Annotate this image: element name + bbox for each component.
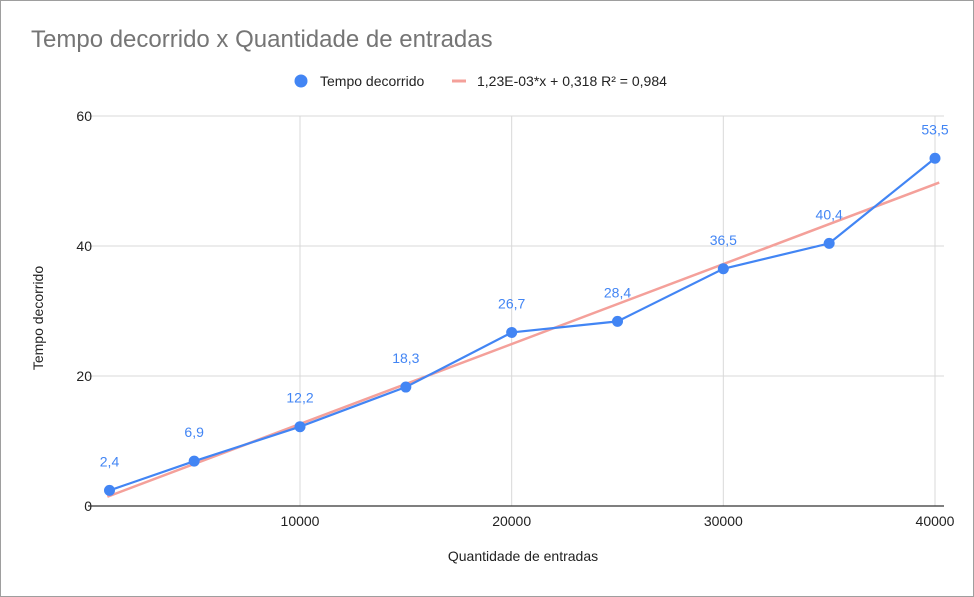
data-point: [823, 237, 835, 249]
data-label: 12,2: [286, 390, 313, 406]
legend: Tempo decorrido 1,23E-03*x + 0,318 R² = …: [294, 73, 667, 89]
x-axis-label: Quantidade de entradas: [448, 548, 598, 564]
x-tick-label: 40000: [916, 513, 955, 529]
y-tick-label: 20: [76, 368, 92, 384]
data-point: [717, 263, 729, 275]
grid-lines: [88, 115, 944, 506]
data-label: 26,7: [498, 295, 525, 311]
data-point: [612, 315, 623, 327]
data-labels: 2,4 6,9 12,2 18,3 26,7 28,4 36,5 40,4 53,5: [100, 121, 949, 469]
y-axis-label: Tempo decorrido: [30, 266, 46, 370]
data-label: 2,4: [100, 453, 120, 469]
y-tick-label: 60: [76, 108, 92, 124]
x-tick-label: 10000: [281, 513, 320, 529]
series-line: [109, 157, 936, 492]
x-tick-label: 30000: [704, 513, 743, 529]
data-point: [188, 455, 200, 467]
data-label: 53,5: [921, 121, 948, 137]
data-point: [929, 152, 941, 164]
x-tick-label: 20000: [492, 513, 531, 529]
data-label: 28,4: [604, 284, 631, 300]
y-tick-label: 40: [76, 238, 92, 254]
legend-marker-series: [294, 74, 308, 88]
data-point: [294, 421, 306, 433]
data-label: 40,4: [816, 206, 843, 222]
data-point: [506, 326, 518, 338]
data-point: [400, 381, 412, 393]
series-group: [104, 152, 941, 496]
legend-label-series: Tempo decorrido: [320, 73, 424, 89]
data-point: [104, 484, 115, 496]
data-label: 6,9: [184, 424, 204, 440]
data-label: 18,3: [392, 350, 419, 366]
chart-title: Tempo decorrido x Quantidade de entradas: [31, 26, 493, 53]
data-label: 36,5: [710, 232, 737, 248]
legend-label-trendline: 1,23E-03*x + 0,318 R² = 0,984: [477, 73, 667, 89]
